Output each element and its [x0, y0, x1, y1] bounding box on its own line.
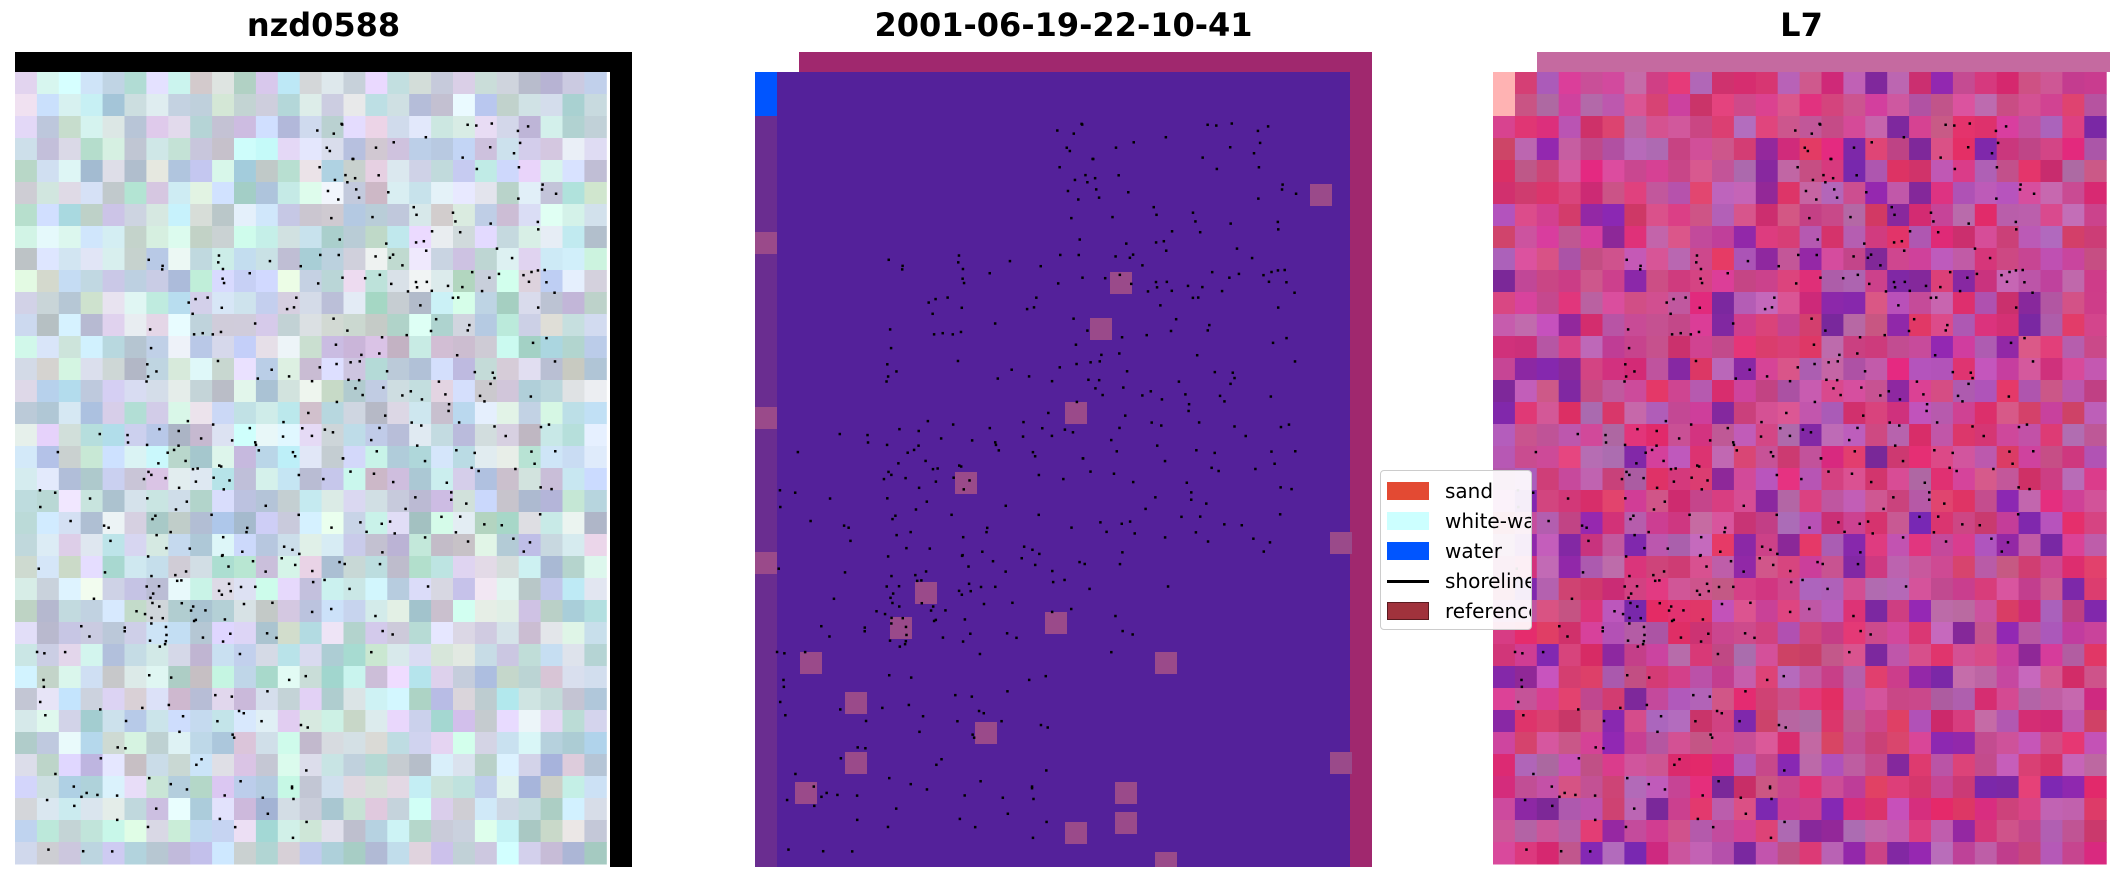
rgb-image-panel	[15, 52, 632, 867]
shoreline-points	[1513, 122, 2036, 853]
panel-title-rgb: nzd0588	[246, 6, 401, 44]
shoreline-points	[35, 122, 558, 853]
legend-label-reference: reference	[1445, 599, 1532, 623]
misc-class-cell-8	[890, 617, 912, 639]
misc-class-cell-7	[1155, 652, 1177, 674]
water-swatch	[1387, 542, 1429, 560]
misc-class-cell-1	[1110, 272, 1132, 294]
legend-label-white-water: white-water	[1445, 509, 1532, 533]
classification-image-panel	[755, 52, 1372, 867]
blank-corner	[1493, 52, 1537, 72]
misc-class-cell-11	[845, 752, 867, 774]
misc-class-cell-4	[955, 472, 977, 494]
corner-pink-cell	[1493, 72, 1515, 116]
l7-mosaic	[1493, 72, 2107, 865]
sand-swatch	[1387, 482, 1429, 500]
misc-class-cell-22	[755, 552, 777, 574]
legend-item-reference: reference	[1387, 599, 1532, 623]
misc-class-cell-14	[1115, 782, 1137, 804]
rgb-mosaic	[15, 72, 607, 865]
misc-class-cell-21	[755, 407, 777, 429]
white-water-swatch	[1387, 512, 1429, 530]
legend-item-water: water	[1387, 539, 1502, 563]
misc-class-cell-12	[975, 722, 997, 744]
misc-class-cell-3	[1065, 402, 1087, 424]
water-patch	[755, 72, 777, 116]
misc-class-cell-10	[845, 692, 867, 714]
misc-class-cell-0	[1310, 184, 1332, 206]
legend-label-shoreline: shoreline	[1445, 569, 1532, 593]
shoreline-line-swatch	[1387, 579, 1429, 583]
legend-item-shoreline: shoreline	[1387, 569, 1532, 593]
blank-corner	[755, 52, 799, 72]
legend: sand white-water water shoreline referen…	[1380, 470, 1532, 630]
shoreline-points	[775, 122, 1298, 853]
legend-label-water: water	[1445, 539, 1502, 563]
legend-item-sand: sand	[1387, 479, 1493, 503]
panel-title-l7: L7	[1780, 6, 1823, 44]
misc-class-cell-19	[1330, 752, 1352, 774]
reference-swatch	[1387, 602, 1429, 620]
classification-background	[755, 72, 1350, 867]
nodata-top-band	[15, 52, 632, 72]
misc-class-cell-17	[1155, 852, 1177, 867]
misc-class-cell-15	[1115, 812, 1137, 834]
misc-class-cell-16	[1065, 822, 1087, 844]
legend-label-sand: sand	[1445, 479, 1494, 503]
misc-class-cell-20	[755, 232, 777, 254]
legend-item-white-water: white-water	[1387, 509, 1532, 533]
misc-class-cell-6	[1045, 612, 1067, 634]
misc-class-cell-5	[915, 582, 937, 604]
l7-image-panel	[1493, 52, 2110, 865]
misc-class-cell-18	[1330, 532, 1352, 554]
misc-class-cell-2	[1090, 318, 1112, 340]
misc-class-cell-9	[800, 652, 822, 674]
nodata-right-band	[610, 52, 632, 867]
top-band	[1537, 52, 2110, 72]
left-edge-strip	[755, 72, 777, 867]
panel-title-classification: 2001-06-19-22-10-41	[874, 6, 1253, 44]
misc-class-cell-13	[795, 782, 817, 804]
